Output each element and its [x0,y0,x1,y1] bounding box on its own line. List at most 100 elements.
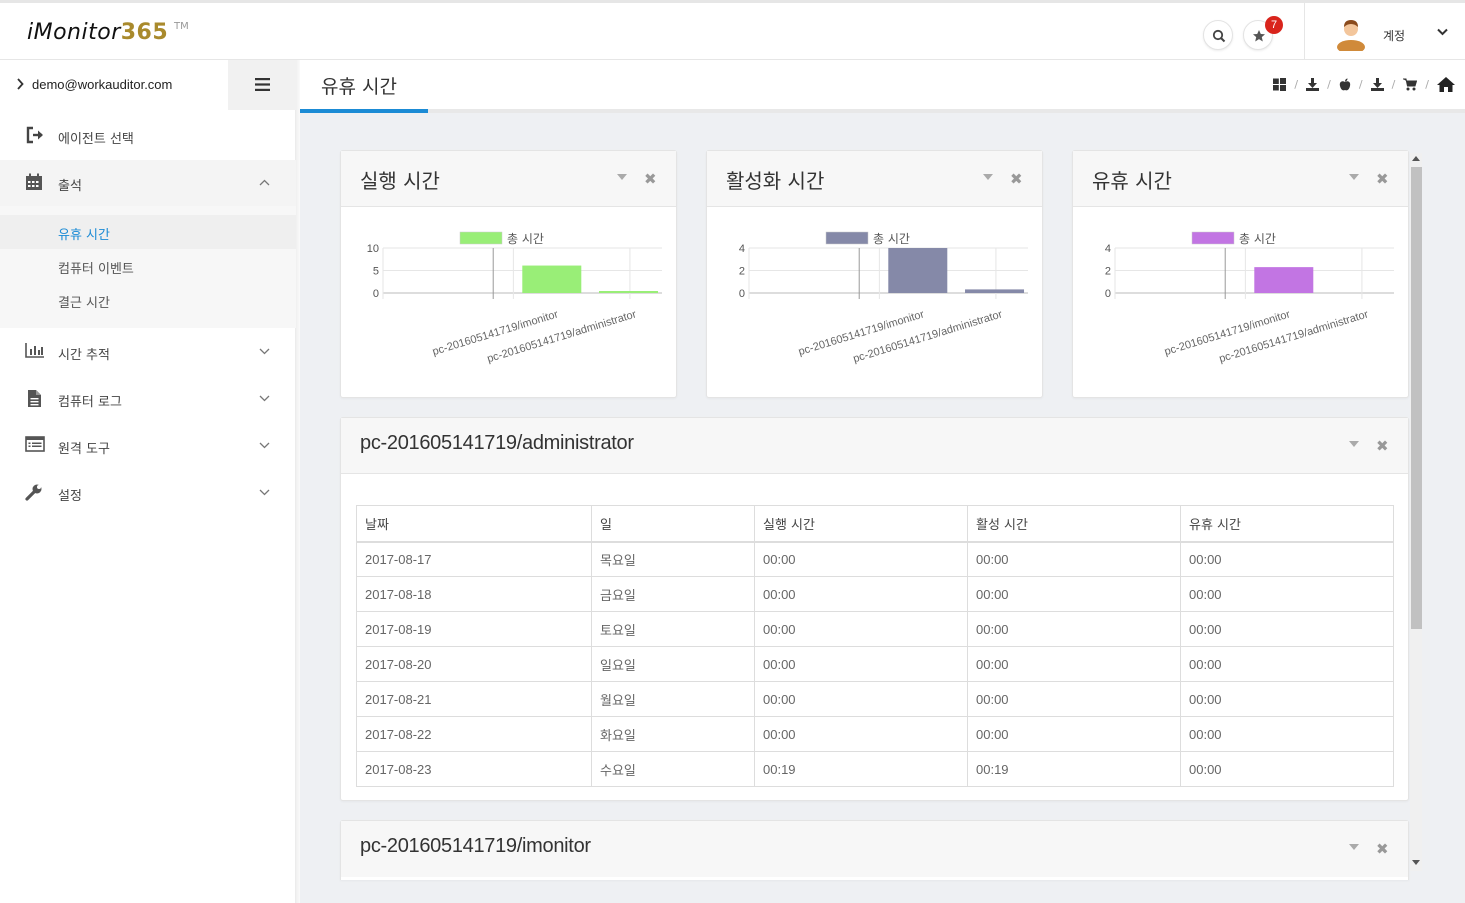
sidebar-item-label: 에이전트 선택 [58,132,134,147]
page-title: 유휴 시간 [321,76,397,98]
apple-icon[interactable] [1339,78,1351,91]
table-cell: 수요일 [591,751,755,787]
column-header[interactable]: 유휴 시간 [1180,505,1394,543]
menu-toggle-button[interactable] [228,60,296,110]
column-header[interactable]: 활성 시간 [967,505,1181,543]
windows-icon[interactable] [1273,78,1287,91]
collapse-icon[interactable] [1349,441,1359,447]
table-cell: 2017-08-18 [356,576,592,612]
bar[interactable] [888,248,948,293]
legend-label: 총 시간 [873,232,910,246]
table-cell: 00:19 [754,751,968,787]
column-header[interactable]: 일 [591,505,755,543]
sidebar-subitem-label: 결근 시간 [58,296,110,311]
chart-panel-active-time: 활성화 시간 ✖ 총 시간 0 2 4 pc-201605141719/imonitor… [706,150,1043,398]
sidebar-subitem-absence-time[interactable]: 결근 시간 [0,283,296,317]
close-icon[interactable]: ✖ [1376,840,1389,858]
sidebar-item-settings[interactable]: 설정 [0,470,296,516]
close-icon[interactable]: ✖ [1010,170,1023,188]
table-cell: 토요일 [591,611,755,647]
collapse-icon[interactable] [617,174,627,180]
y-tick-label: 0 [373,288,379,300]
close-icon[interactable]: ✖ [644,170,657,188]
collapse-icon[interactable] [1349,174,1359,180]
hamburger-icon [255,78,270,91]
download-icon[interactable] [1306,78,1320,91]
bar[interactable] [1254,267,1314,293]
list-icon [25,436,45,452]
account-label[interactable]: 계정 [1383,29,1406,43]
table-cell: 2017-08-23 [356,751,592,787]
close-icon[interactable]: ✖ [1376,437,1389,455]
y-tick-label: 2 [1105,266,1111,278]
legend-swatch[interactable] [825,231,869,245]
sidebar-item-agent-select[interactable]: 에이전트 선택 [0,113,296,159]
bar-chart-icon [25,343,44,358]
chart-active-time: 총 시간024pc-201605141719/imonitorpc-201605… [739,231,1028,365]
table-panel-imonitor: pc-201605141719/imonitor ✖ [340,820,1409,880]
scroll-down-icon[interactable] [1412,860,1420,865]
table-cell: 00:00 [1180,646,1394,682]
table-header-row: 날짜 일 실행 시간 활성 시간 유휴 시간 [356,505,1394,543]
toolbar-separator: / [1294,78,1299,91]
logo-number: 365 [120,20,169,45]
calendar-icon [26,173,42,190]
sidebar-item-label: 컴퓨터 로그 [58,395,122,410]
sidebar-subitem-label: 컴퓨터 이벤트 [58,262,134,277]
bar[interactable] [965,289,1025,293]
panel-title: 활성화 시간 [726,169,825,193]
x-tick-label: pc-201605141719/administrator [852,308,1004,365]
legend-swatch[interactable] [1191,231,1235,245]
table-cell: 00:00 [967,646,1181,682]
table-cell: 00:00 [754,716,968,752]
table-cell: 2017-08-21 [356,681,592,717]
search-button[interactable] [1203,20,1233,50]
legend-swatch[interactable] [459,231,503,245]
panel-title: 실행 시간 [360,169,440,193]
column-header[interactable]: 실행 시간 [754,505,968,543]
sidebar-item-label: 설정 [58,489,82,504]
table-cell: 00:00 [967,611,1181,647]
sidebar-item-remote-tools[interactable]: 원격 도구 [0,423,296,469]
sidebar-item-time-tracking[interactable]: 시간 추적 [0,329,296,375]
collapse-icon[interactable] [983,174,993,180]
sidebar-edge [296,60,300,903]
table-cell: 2017-08-22 [356,716,592,752]
download-icon[interactable] [1370,78,1384,91]
y-tick-label: 4 [739,243,745,255]
top-divider [1304,3,1305,60]
sidebar-subitem-computer-events[interactable]: 컴퓨터 이벤트 [0,249,296,283]
user-row[interactable]: demo@workauditor.com [0,60,228,110]
sidebar-subitem-label: 유휴 시간 [58,228,110,243]
bar[interactable] [522,265,582,293]
chevron-down-icon[interactable] [1437,28,1448,36]
cart-icon[interactable] [1403,78,1418,91]
sidebar-subitem-idle-time[interactable]: 유휴 시간 [0,215,296,249]
table-cell: 00:00 [1180,576,1394,612]
panel-header: 유휴 시간 ✖ [1073,151,1408,207]
scrollbar-thumb[interactable] [1411,167,1422,629]
sidebar-item-label: 시간 추적 [58,348,110,363]
sidebar-item-attendance[interactable]: 출석 [0,160,296,206]
toolbar-separator: / [1327,78,1331,91]
table-cell: 2017-08-20 [356,646,592,682]
chevron-down-icon [259,348,270,355]
scroll-up-icon[interactable] [1412,156,1420,161]
sidebar-item-label: 출석 [58,179,82,194]
table-cell: 00:19 [967,751,1181,787]
column-header[interactable]: 날짜 [356,505,592,543]
home-icon[interactable] [1437,77,1455,92]
close-icon[interactable]: ✖ [1376,170,1389,188]
table-cell: 2017-08-17 [356,541,592,577]
collapse-icon[interactable] [1349,844,1359,850]
logo[interactable]: iMonitor365 [27,20,168,45]
toolbar-separator: / [1391,78,1396,91]
avatar[interactable] [1336,17,1366,51]
table-row: 2017-08-18 금요일 00:00 00:00 00:00 [356,576,1394,612]
bar[interactable] [599,291,659,293]
attendance-table: 날짜 일 실행 시간 활성 시간 유휴 시간 2017-08-17 목요일 00:0… [356,505,1394,787]
panel-header: 활성화 시간 ✖ [707,151,1042,207]
chevron-up-icon [259,179,270,186]
panel-title: pc-201605141719/administrator [360,432,634,454]
sidebar-item-computer-log[interactable]: 컴퓨터 로그 [0,376,296,422]
